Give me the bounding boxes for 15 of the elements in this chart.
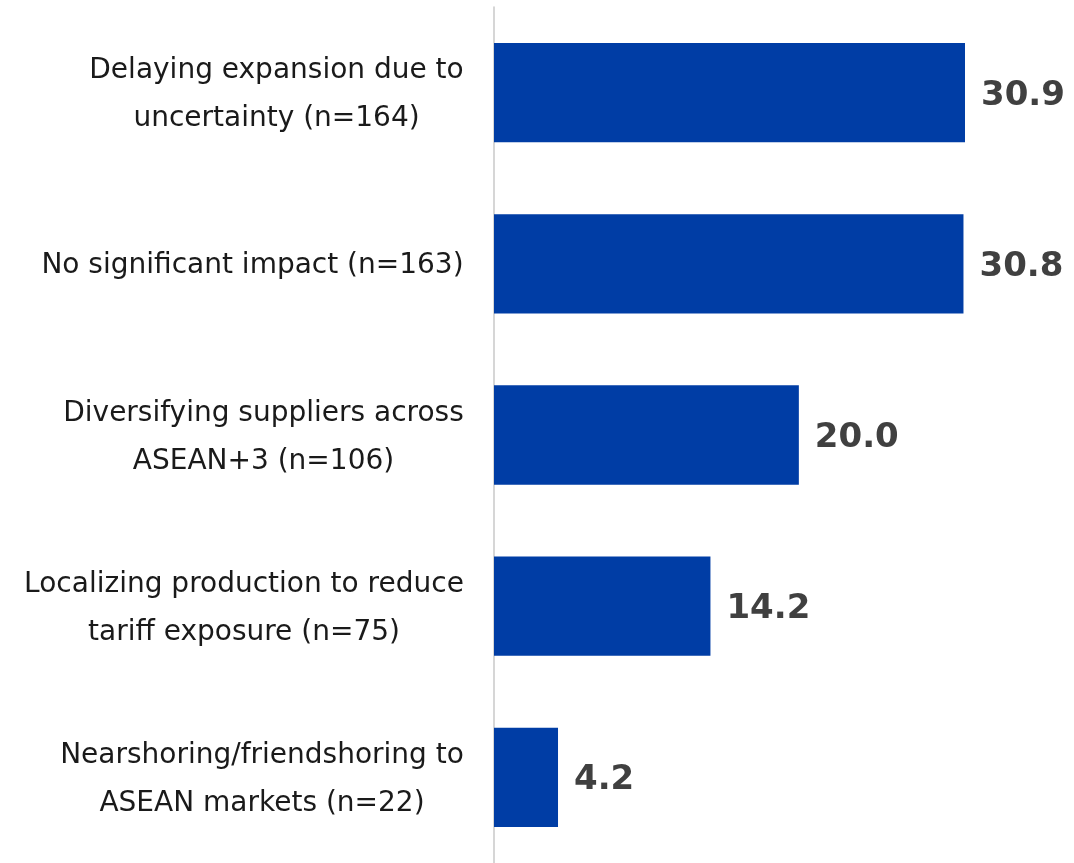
y-tick-label: Nearshoring/friendshoring to ASEAN markets (n=22) xyxy=(60,736,464,818)
data-label: 30.9 xyxy=(981,72,1065,113)
y-tick-label: No significant impact (n=163) xyxy=(41,247,464,281)
bar xyxy=(494,556,711,656)
y-tick-label: Diversifying suppliers across ASEAN+3 (n=106) xyxy=(63,394,464,476)
bar xyxy=(494,727,559,828)
data-label: 14.2 xyxy=(726,586,811,627)
bar xyxy=(494,214,964,314)
y-tick-label: Localizing production to reduce tariff exposure (n=75) xyxy=(24,565,464,647)
data-label: 20.0 xyxy=(814,415,899,455)
data-label: 30.8 xyxy=(979,243,1064,284)
bar xyxy=(494,42,965,143)
y-tick-label: Delaying expansion due to uncertainty (n=164) xyxy=(89,52,464,134)
bar xyxy=(494,385,799,485)
data-label: 4.2 xyxy=(574,757,635,798)
